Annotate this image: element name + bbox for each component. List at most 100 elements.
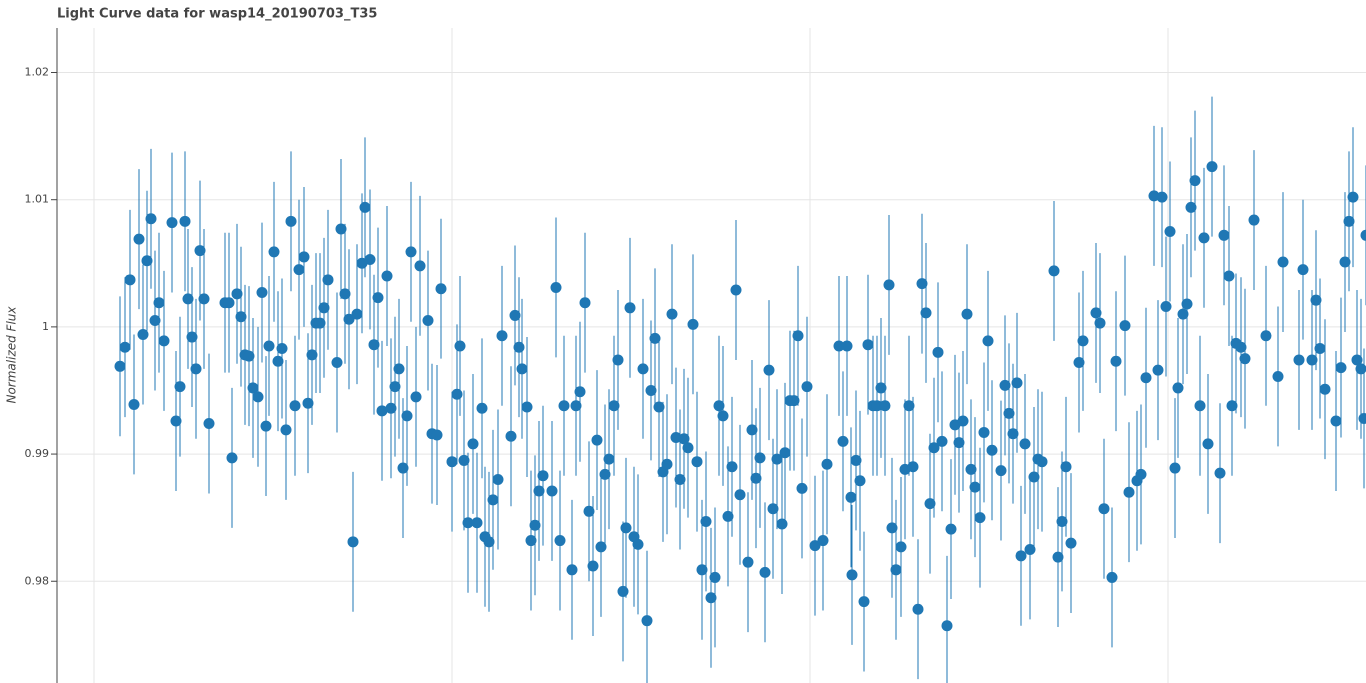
data-point bbox=[1339, 256, 1351, 268]
data-point bbox=[570, 400, 582, 412]
data-point bbox=[1260, 330, 1272, 342]
data-point bbox=[516, 363, 528, 375]
data-point bbox=[841, 340, 853, 352]
data-point bbox=[198, 293, 210, 305]
data-point bbox=[1011, 377, 1023, 389]
data-point bbox=[1052, 551, 1064, 563]
data-point bbox=[705, 592, 717, 604]
data-point bbox=[133, 233, 145, 245]
data-point bbox=[1185, 201, 1197, 213]
data-point bbox=[1248, 214, 1260, 226]
data-point bbox=[759, 566, 771, 578]
data-point bbox=[276, 343, 288, 355]
data-point bbox=[850, 454, 862, 466]
data-point bbox=[1310, 294, 1322, 306]
data-point bbox=[203, 418, 215, 430]
data-point bbox=[608, 400, 620, 412]
data-point bbox=[1077, 335, 1089, 347]
data-point bbox=[1048, 265, 1060, 277]
data-point bbox=[953, 437, 965, 449]
data-point bbox=[903, 400, 915, 412]
data-point bbox=[397, 462, 409, 474]
data-point bbox=[1106, 571, 1118, 583]
data-point bbox=[1194, 400, 1206, 412]
data-point bbox=[1226, 400, 1238, 412]
data-point bbox=[1164, 225, 1176, 237]
data-point bbox=[771, 453, 783, 465]
data-point bbox=[149, 315, 161, 327]
data-point bbox=[141, 255, 153, 267]
data-point bbox=[368, 339, 380, 351]
data-point bbox=[1090, 307, 1102, 319]
data-point bbox=[617, 585, 629, 597]
data-point bbox=[1019, 438, 1031, 450]
data-point bbox=[364, 253, 376, 265]
data-point bbox=[1156, 191, 1168, 203]
data-point bbox=[591, 434, 603, 446]
data-point bbox=[550, 281, 562, 293]
data-point bbox=[546, 485, 558, 497]
data-point bbox=[713, 400, 725, 412]
data-point bbox=[734, 489, 746, 501]
data-point bbox=[1123, 486, 1135, 498]
data-point bbox=[256, 287, 268, 299]
data-point bbox=[1272, 370, 1284, 382]
y-axis-title: Normalized Flux bbox=[5, 306, 19, 404]
data-point bbox=[730, 284, 742, 296]
data-point bbox=[1098, 503, 1110, 515]
data-point bbox=[339, 288, 351, 300]
data-point bbox=[957, 415, 969, 427]
data-point bbox=[750, 472, 762, 484]
data-point bbox=[166, 217, 178, 229]
data-point bbox=[583, 505, 595, 517]
data-point bbox=[467, 438, 479, 450]
data-point bbox=[574, 386, 586, 398]
data-point bbox=[1135, 468, 1147, 480]
data-point bbox=[1177, 308, 1189, 320]
data-point bbox=[974, 512, 986, 524]
data-point bbox=[435, 283, 447, 295]
data-point bbox=[883, 279, 895, 291]
data-point bbox=[645, 384, 657, 396]
data-point bbox=[272, 355, 284, 367]
data-point bbox=[124, 274, 136, 286]
data-point bbox=[792, 330, 804, 342]
data-point bbox=[1160, 301, 1172, 313]
data-point bbox=[1314, 343, 1326, 355]
data-point bbox=[696, 564, 708, 576]
data-point bbox=[779, 447, 791, 459]
grid bbox=[57, 28, 1366, 683]
data-point bbox=[513, 341, 525, 353]
data-point bbox=[137, 329, 149, 341]
data-point bbox=[389, 381, 401, 393]
y-tick-label: 0.98 bbox=[25, 574, 50, 587]
data-point bbox=[742, 556, 754, 568]
y-axis: 0.98 0.99 1 1.01 1.02 bbox=[25, 66, 57, 587]
data-point bbox=[331, 356, 343, 368]
data-point bbox=[1277, 256, 1289, 268]
data-point bbox=[322, 274, 334, 286]
data-point bbox=[687, 318, 699, 330]
data-point bbox=[924, 498, 936, 510]
data-point bbox=[462, 517, 474, 529]
data-point bbox=[674, 474, 686, 486]
plot-area bbox=[114, 96, 1366, 683]
data-point bbox=[476, 402, 488, 414]
data-point bbox=[666, 308, 678, 320]
data-point bbox=[533, 485, 545, 497]
data-point bbox=[932, 346, 944, 358]
data-point bbox=[579, 297, 591, 309]
data-point bbox=[1140, 372, 1152, 384]
data-point bbox=[1297, 264, 1309, 276]
data-point bbox=[431, 429, 443, 441]
data-point bbox=[446, 456, 458, 468]
data-point bbox=[194, 245, 206, 257]
data-point bbox=[554, 535, 566, 547]
data-point bbox=[875, 382, 887, 394]
data-point bbox=[376, 405, 388, 417]
data-point bbox=[268, 246, 280, 258]
data-point bbox=[788, 395, 800, 407]
chart-title: Light Curve data for wasp14_20190703_T35 bbox=[57, 7, 377, 22]
data-point bbox=[871, 400, 883, 412]
